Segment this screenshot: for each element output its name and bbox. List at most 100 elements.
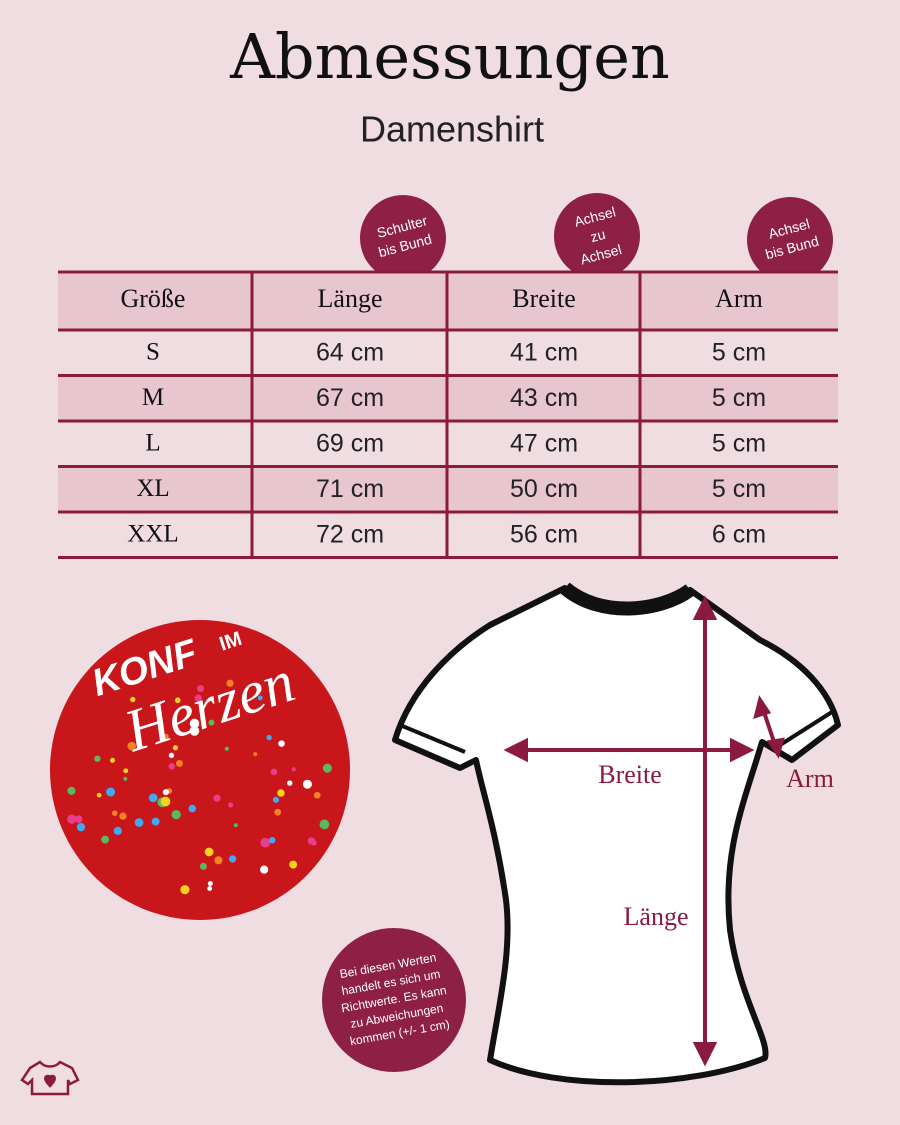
column-header: Größe [121, 284, 186, 313]
confetti-dot [151, 817, 160, 826]
confetti-dot [168, 752, 175, 758]
table-cell: 72 cm [316, 520, 384, 548]
confetti-dot [76, 822, 86, 832]
confetti-dot [313, 791, 321, 799]
confetti-dot [123, 768, 129, 774]
confetti-dot [111, 810, 118, 816]
confetti-dot [163, 733, 169, 739]
confetti-dot [260, 837, 271, 848]
table-cell: 5 cm [712, 429, 766, 457]
confetti-dot [67, 786, 76, 795]
confetti-dot [253, 752, 258, 757]
confetti-dot [270, 768, 278, 776]
confetti-dot [171, 809, 181, 820]
table-cell: 67 cm [316, 384, 384, 412]
table-cell: 5 cm [712, 475, 766, 503]
confetti-dot [109, 757, 115, 763]
confetti-dot [113, 826, 122, 836]
table-cell: XXL [127, 520, 178, 547]
confetti-dot [208, 719, 215, 726]
confetti-dot [180, 885, 190, 895]
confetti-dot [207, 881, 213, 887]
confetti-dot [269, 836, 276, 844]
arm-arrowheads [753, 695, 785, 759]
badge [554, 193, 640, 279]
confetti-dot [175, 759, 183, 767]
confetti-dot [67, 814, 77, 824]
confetti-dot [196, 684, 204, 693]
confetti-dot [123, 776, 128, 781]
width-arrowheads [503, 737, 755, 763]
confetti-dot [168, 763, 175, 770]
shirt-outline [392, 585, 841, 1086]
table-cell: 64 cm [316, 338, 384, 366]
logo-icon [20, 1060, 80, 1096]
confetti-dot [260, 865, 269, 874]
confetti-dot [322, 763, 332, 773]
table-cell: 6 cm [712, 520, 766, 548]
confetti-dot [287, 780, 293, 786]
table-cell: 5 cm [712, 338, 766, 366]
confetti-dot [174, 697, 181, 704]
confetti-dot [224, 746, 229, 751]
column-header: Länge [318, 284, 383, 313]
confetti-dot [214, 856, 223, 865]
table-cell: XL [136, 475, 169, 502]
confetti-dot [106, 787, 116, 797]
confetti-dot [188, 804, 197, 813]
column-header: Breite [512, 284, 576, 313]
confetti-dot [277, 789, 285, 797]
confetti-dot [257, 695, 263, 701]
badge [360, 195, 446, 281]
shirt-cuff [399, 710, 834, 754]
arm-label: Arm [786, 764, 834, 793]
confetti-dot [130, 696, 136, 703]
table-cell: L [145, 429, 160, 456]
logo-shirt [20, 1060, 80, 1096]
shirt-collar [560, 582, 695, 616]
confetti-dot [226, 679, 234, 687]
subtitle: Damenshirt [360, 109, 544, 150]
confetti-dot [204, 847, 214, 857]
confetti-dot [194, 694, 202, 702]
size-table: Größe Länge Breite Arm S 64 cm 41 cm 5 cm M 67 cm… [58, 270, 838, 559]
table-cell: 50 cm [510, 475, 578, 503]
confetti-dot [101, 835, 110, 844]
confetti-dot [311, 840, 317, 846]
confetti-dot [189, 718, 200, 729]
column-header: Arm [715, 284, 763, 313]
confetti-dot [119, 812, 127, 820]
confetti-dot [134, 818, 144, 827]
confetti-dot [162, 789, 169, 796]
confetti-dot [266, 734, 272, 741]
confetti-dot [189, 726, 200, 736]
table-cell: 5 cm [712, 384, 766, 412]
confetti-dot [291, 767, 296, 772]
length-arrowheads [692, 595, 718, 1067]
confetti-dot [274, 808, 282, 816]
confetti-dot [199, 862, 207, 870]
title: Abmessungen [229, 20, 670, 93]
confetti-dot [272, 796, 279, 803]
confetti-dot [94, 755, 101, 762]
table-cell: 41 cm [510, 338, 578, 366]
confetti-dot [148, 793, 158, 803]
shirt-diagram: Breite Arm Länge [392, 582, 841, 1086]
confetti-dot [228, 855, 237, 863]
note-circle [322, 928, 466, 1072]
confetti-dot [74, 815, 83, 823]
badge [747, 197, 833, 283]
confetti-dot [233, 823, 238, 828]
length-label: Länge [624, 902, 689, 931]
logo-heart [44, 1074, 56, 1088]
confetti-dot [278, 740, 285, 747]
table-cell: M [142, 384, 164, 411]
artwork: KONF IM Herzen [50, 620, 350, 920]
confetti-dot [127, 741, 137, 751]
confetti-dot [207, 886, 213, 891]
confetti-dot [172, 745, 179, 751]
table-cell: S [146, 338, 160, 365]
